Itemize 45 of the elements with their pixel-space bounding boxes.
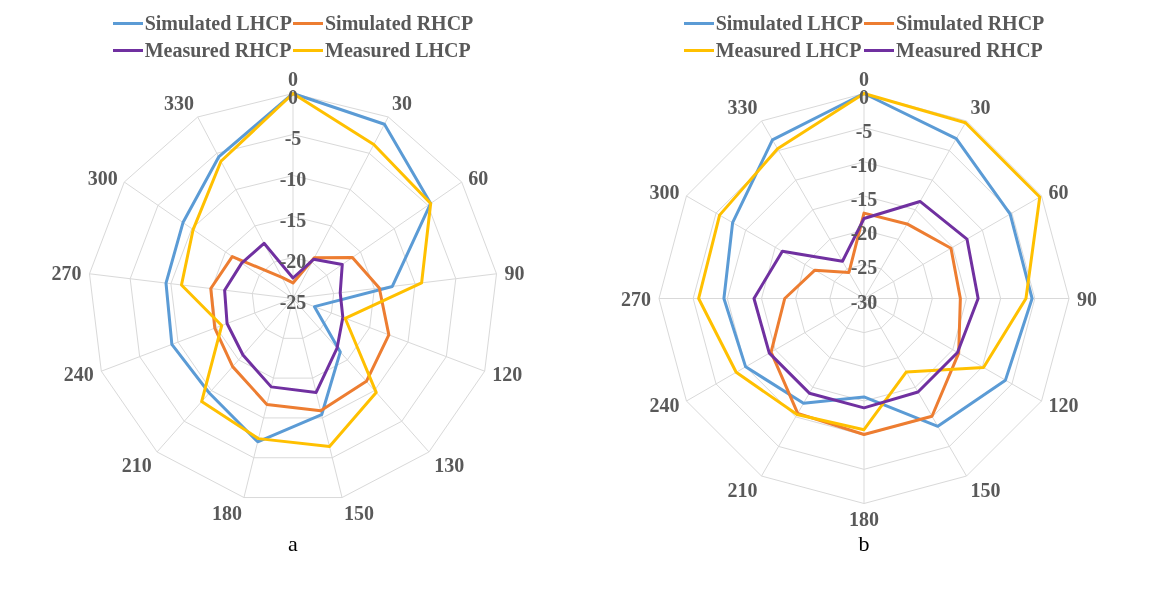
- spoke-label: 330: [727, 96, 758, 119]
- legend-label: Measured LHCP: [715, 39, 862, 62]
- spoke-label: 240: [649, 394, 680, 417]
- spoke-label: 300: [87, 166, 118, 189]
- legend-label: Measured LHCP: [325, 39, 471, 62]
- spoke-label: 270: [51, 261, 82, 284]
- spoke-label: 60: [1048, 181, 1069, 204]
- legend-label: Simulated LHCP: [144, 12, 292, 35]
- spoke-label: 30: [391, 91, 412, 114]
- spoke-label: 180: [212, 501, 243, 524]
- spoke-label: 330: [164, 91, 195, 114]
- spoke-label: 60: [468, 166, 489, 189]
- spoke-label: 150: [343, 501, 374, 524]
- y-tick-label: -15: [279, 208, 307, 231]
- legend-label: Simulated RHCP: [896, 12, 1045, 35]
- spoke-label: 130: [434, 454, 465, 477]
- y-tick-label: -10: [279, 167, 307, 190]
- spoke-label: 240: [63, 363, 94, 386]
- legend-label: Simulated LHCP: [715, 12, 863, 35]
- spoke-label: 180: [849, 507, 879, 530]
- legend-label: Measured RHCP: [144, 39, 292, 62]
- spoke-label: 90: [504, 261, 525, 284]
- spoke-label: 120: [492, 363, 523, 386]
- y-tick-label: -25: [850, 256, 878, 279]
- spoke-label: 300: [649, 181, 680, 204]
- spoke-label: 210: [121, 454, 152, 477]
- y-tick-label: -20: [279, 249, 307, 272]
- spoke-label: 210: [727, 479, 758, 502]
- spoke-label: 120: [1048, 394, 1079, 417]
- spoke-label: 270: [621, 287, 651, 310]
- y-tick-label: 0: [859, 67, 869, 90]
- legend-label: Measured RHCP: [896, 39, 1043, 62]
- y-tick-label: -25: [279, 290, 307, 313]
- spoke-label: 30: [970, 96, 991, 119]
- text: a: [288, 531, 298, 557]
- y-tick-label: -15: [850, 188, 878, 210]
- y-tick-label: -5: [284, 126, 302, 149]
- text: b: [858, 531, 870, 557]
- legend-label: Simulated RHCP: [325, 12, 474, 35]
- spoke-label: 90: [1077, 287, 1097, 310]
- spoke-label: 150: [970, 479, 1001, 502]
- y-tick-label: 0: [288, 67, 298, 90]
- y-tick-label: -30: [850, 290, 878, 313]
- y-tick-label: -5: [855, 119, 873, 142]
- y-tick-label: -10: [850, 153, 878, 176]
